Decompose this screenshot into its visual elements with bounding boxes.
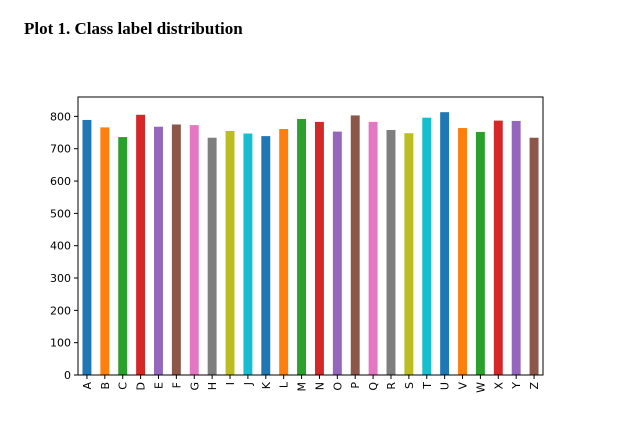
x-tick-label-u: U: [439, 382, 452, 390]
bar-p: [350, 115, 360, 376]
bar-s: [404, 133, 414, 375]
bar-w: [475, 131, 485, 375]
y-tick-label: 500: [50, 207, 71, 220]
x-tick-label-r: R: [385, 382, 398, 390]
bar-g: [189, 125, 199, 376]
bar-t: [422, 117, 432, 375]
x-tick-label-t: T: [421, 382, 434, 390]
x-tick-label-d: D: [135, 382, 148, 390]
x-tick-label-h: H: [206, 382, 219, 390]
bar-v: [458, 128, 467, 375]
x-tick-label-w: W: [474, 382, 487, 393]
bar-m: [297, 118, 307, 375]
bar-o: [332, 131, 342, 375]
x-tick-label-q: Q: [367, 382, 380, 391]
plot-frame: [77, 96, 544, 376]
y-tick-label: 700: [50, 143, 71, 156]
x-tick-label-x: X: [492, 382, 505, 390]
bar-f: [171, 124, 181, 375]
x-tick-label-i: I: [224, 382, 237, 385]
bar-r: [386, 129, 396, 375]
bar-z: [529, 137, 539, 375]
x-tick-label-j: J: [242, 382, 255, 386]
x-tick-label-o: O: [331, 382, 344, 391]
bar-y: [511, 120, 521, 375]
bar-u: [440, 112, 450, 375]
bar-q: [368, 121, 378, 375]
y-tick-label: 100: [50, 337, 71, 350]
x-tick-label-s: S: [403, 382, 416, 389]
bar-k: [261, 136, 271, 375]
x-tick-label-c: C: [117, 382, 130, 390]
x-tick-label-a: A: [81, 382, 94, 390]
x-tick-label-e: E: [152, 382, 165, 389]
bar-c: [118, 137, 128, 375]
x-tick-label-n: N: [313, 382, 326, 390]
bar-d: [136, 114, 146, 375]
x-tick-label-p: P: [349, 382, 362, 389]
bar-b: [100, 127, 110, 375]
bar-i: [225, 130, 235, 375]
bar-e: [154, 126, 163, 376]
bar-n: [314, 121, 324, 375]
x-tick-label-f: F: [170, 382, 183, 388]
y-tick-label: 600: [50, 175, 71, 188]
y-tick-label: 800: [50, 110, 71, 123]
x-tick-label-l: L: [278, 381, 291, 388]
y-tick-label: 0: [64, 369, 71, 382]
y-tick-label: 300: [50, 272, 71, 285]
plot-heading: Plot 1. Class label distribution: [24, 19, 243, 38]
x-tick-label-g: G: [188, 382, 201, 391]
x-tick-label-v: V: [457, 382, 470, 390]
bar-j: [243, 133, 253, 375]
x-tick-label-b: B: [99, 382, 112, 390]
x-tick-label-y: Y: [510, 382, 523, 390]
x-tick-label-z: Z: [528, 382, 541, 390]
bar-x: [493, 120, 503, 375]
x-tick-label-k: K: [260, 381, 273, 389]
y-tick-label: 400: [50, 240, 71, 253]
bar-a: [82, 119, 92, 375]
bar-h: [207, 137, 217, 375]
bar-l: [279, 129, 289, 375]
y-tick-label: 200: [50, 304, 71, 317]
x-tick-label-m: M: [296, 382, 309, 392]
